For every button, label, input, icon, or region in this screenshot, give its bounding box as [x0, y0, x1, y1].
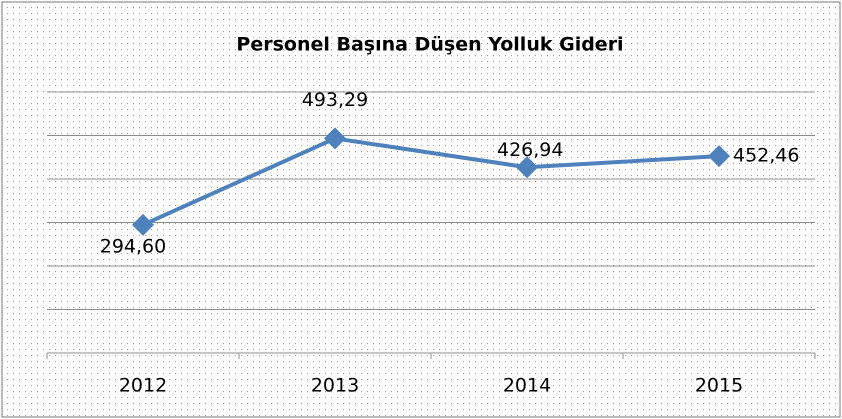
x-tick-label: 2013 [311, 375, 359, 397]
data-label: 493,29 [302, 89, 368, 111]
x-tick-label: 2014 [503, 375, 551, 397]
data-label: 452,46 [733, 145, 799, 167]
marker [132, 213, 154, 236]
x-tick-label: 2015 [695, 375, 743, 397]
x-tick-label: 2012 [119, 375, 167, 397]
data-label: 426,94 [497, 139, 563, 161]
marker [516, 156, 538, 179]
marker [708, 145, 730, 168]
data-label: 294,60 [100, 235, 166, 257]
chart-title: Personel Başına Düşen Yolluk Gideri [236, 34, 623, 56]
line [142, 136, 720, 227]
marker [324, 127, 346, 150]
